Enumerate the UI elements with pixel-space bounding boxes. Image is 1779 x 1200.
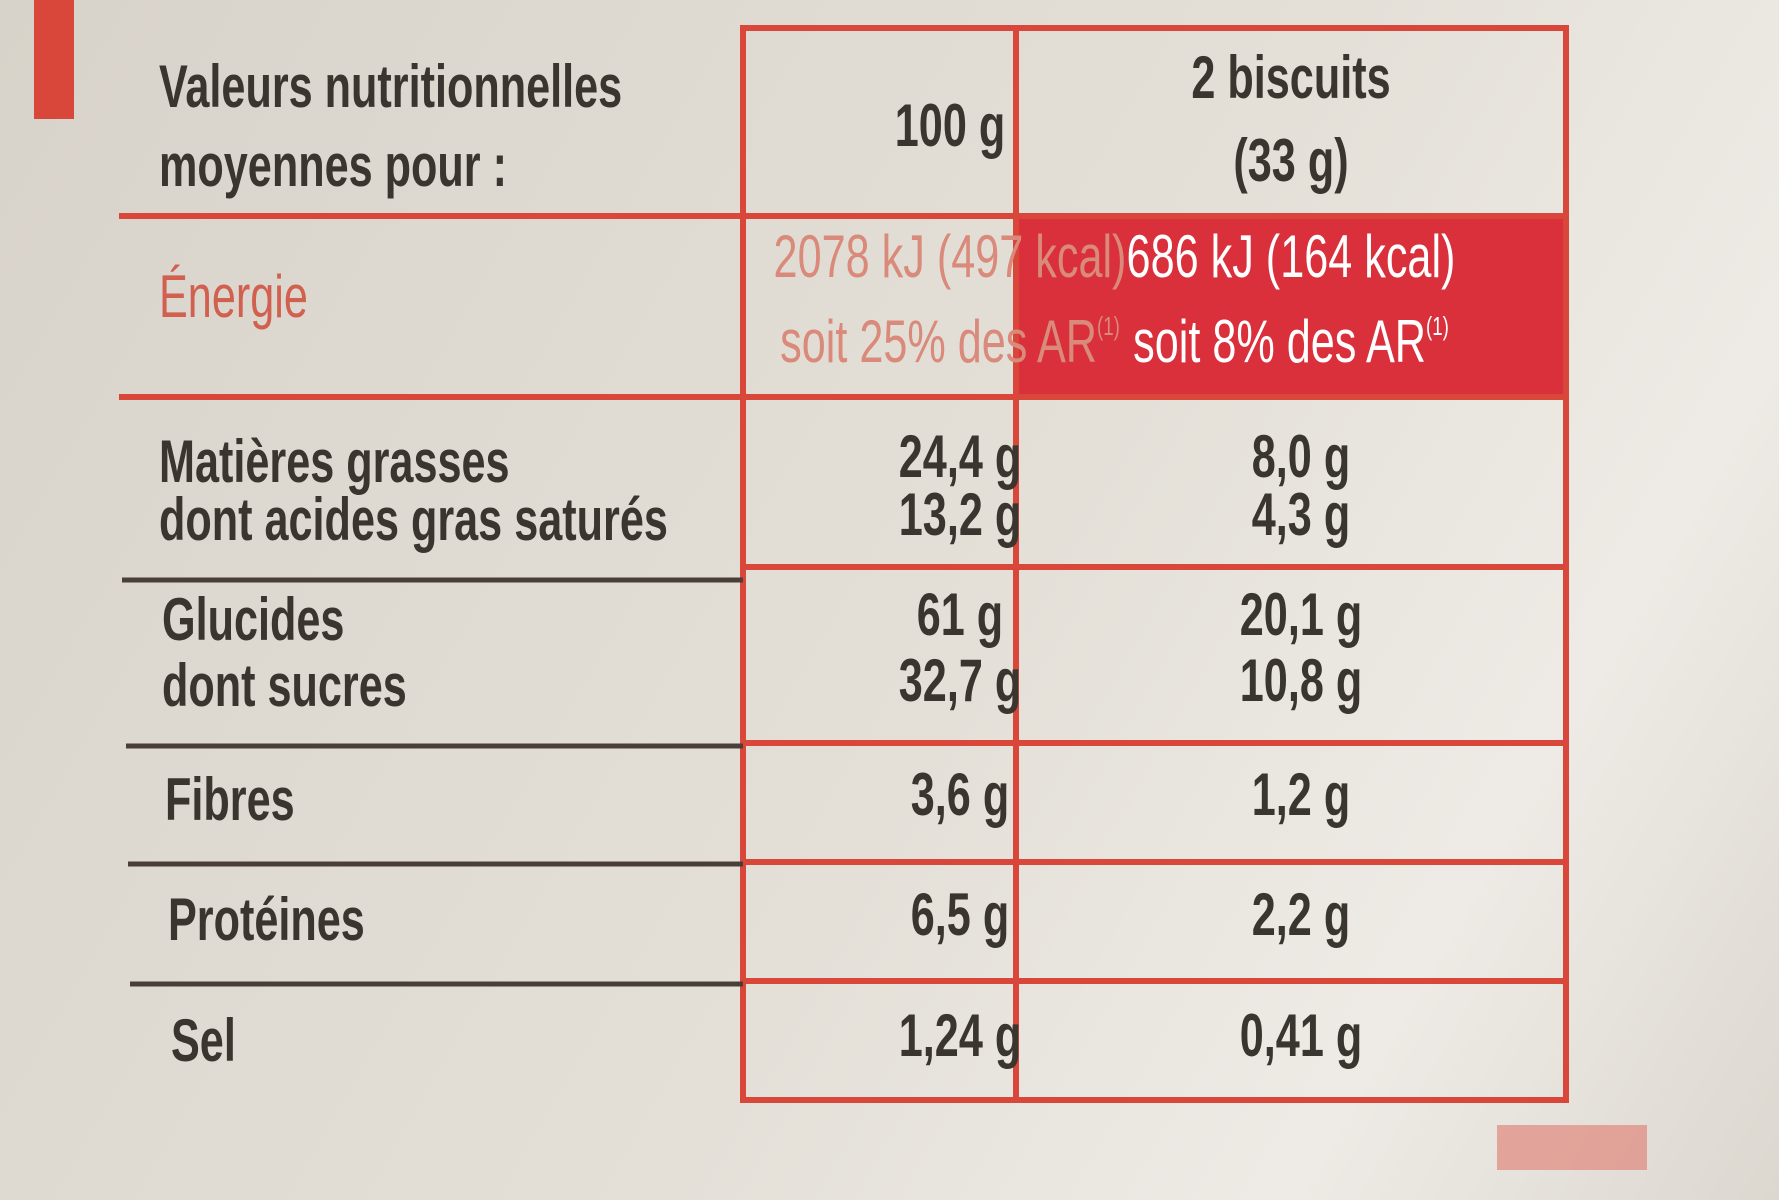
nutrient-value: 32,7 g [899,648,1021,715]
nutrient-value: 10,8 g [1240,648,1362,715]
nutrient-value: 8,0 g [1252,424,1350,491]
nutrient-value: 20,1 g [1240,582,1362,649]
header-label: moyennes pour : [159,133,507,200]
energy-text: soit 8% des AR [1133,309,1426,376]
nutrient-label: Matières grasses [159,429,510,496]
nutrient-label: Protéines [168,887,365,954]
energy-value: soit 8% des AR(1) [1133,309,1449,376]
highlight-cell [1016,217,1566,397]
nutrient-label: dont acides gras saturés [159,487,668,554]
nutrient-value: 3,6 g [911,762,1009,829]
energy-value: 686 kJ (164 kcal) [1127,224,1456,291]
energy-label: Énergie [159,264,308,331]
nutrient-label: Sel [171,1008,236,1075]
nutrient-value: 13,2 g [899,482,1021,549]
nutrient-value: 24,4 g [899,424,1021,491]
nutrient-value: 6,5 g [911,882,1009,949]
nutrient-value: 61 g [917,582,1003,649]
header-label: Valeurs nutritionnelles [159,54,622,121]
nutrient-value: 1,2 g [1252,762,1350,829]
nutrient-label: Glucides [162,587,344,654]
nutrient-value: 4,3 g [1252,482,1350,549]
accent-mark [1497,1125,1647,1170]
column-header: (33 g) [1233,128,1348,195]
column-header: 2 biscuits [1191,45,1390,112]
energy-value: soit 25% des AR(1) [780,309,1120,376]
footnote-ref: (1) [1097,311,1120,341]
energy-value: 2078 kJ (497 kcal) [774,224,1127,291]
footnote-ref: (1) [1426,311,1449,341]
nutrient-label: Fibres [165,767,295,834]
column-header: 100 g [895,93,1005,160]
nutrient-label: dont sucres [162,653,407,720]
nutrient-value: 1,24 g [899,1003,1021,1070]
nutrient-value: 0,41 g [1240,1003,1362,1070]
label-lines [122,577,743,987]
nutrient-value: 2,2 g [1252,882,1350,949]
energy-text: soit 25% des AR [780,309,1097,376]
accent-bar [34,0,74,119]
table-grid [119,25,1569,1103]
